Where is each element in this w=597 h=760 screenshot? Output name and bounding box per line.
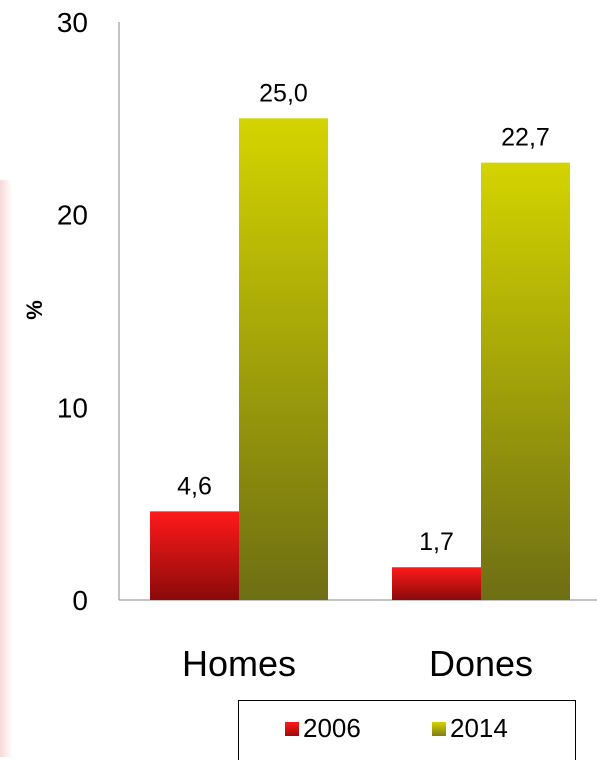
data-label: 25,0 [259,79,308,107]
y-tick-label: 30 [57,7,88,38]
bar-2014-dones [481,162,570,600]
legend-swatch-2006 [285,721,299,736]
category-label-dones: Dones [429,643,533,684]
bar-chart: % 0 10 20 30 4,6 1,7 25,0 22,7 Homes Dones [22,7,597,684]
y-axis-title: % [22,300,47,320]
bar-2014-homes [239,118,328,600]
legend-label-2006: 2006 [303,713,361,743]
bar-2006-homes [150,511,239,600]
data-label: 22,7 [501,124,550,152]
data-label: 4,6 [177,472,212,500]
legend-swatch-2014 [432,721,446,736]
y-tick-label: 0 [72,585,88,616]
bar-2006-dones [392,567,481,600]
legend-label-2014: 2014 [450,713,508,743]
left-edge-decoration [0,180,12,757]
legend-item-2014: 2014 [432,713,508,744]
legend: 2006 2014 [238,700,576,760]
category-label-homes: Homes [182,643,296,684]
legend-item-2006: 2006 [285,713,361,744]
y-tick-label: 20 [57,200,88,231]
y-tick-label: 10 [57,392,88,423]
data-label: 1,7 [419,528,454,556]
